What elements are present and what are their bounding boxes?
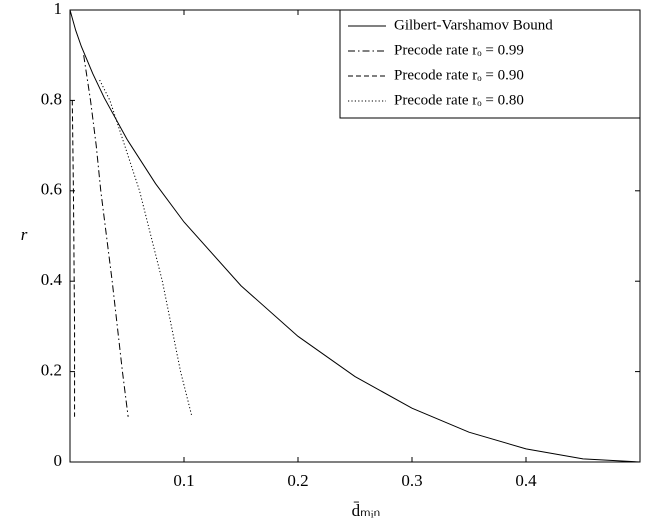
x-axis-label: d̄ₘᵢₙ [352,501,381,520]
legend-label: Precode rate rₒ = 0.90 [394,67,524,83]
x-tick-label: 0.4 [515,471,537,490]
y-tick-label: 0.4 [41,270,63,289]
legend-label: Precode rate rₒ = 0.99 [394,42,524,58]
series-line [69,9,641,463]
x-tick-label: 0.1 [173,471,194,490]
x-tick-label: 0.3 [401,471,422,490]
legend-box [339,9,641,119]
y-tick-label: 0.6 [41,180,62,199]
y-axis-label: r [21,225,28,244]
y-tick-label: 0 [54,451,63,470]
y-tick-label: 0.8 [41,89,62,108]
legend-label: Precode rate rₒ = 0.80 [394,92,524,108]
legend-label: Gilbert-Varshamov Bound [394,17,553,33]
y-tick-label: 1 [54,0,63,18]
series-line [71,100,76,417]
series-line [99,79,193,417]
legend: Gilbert-Varshamov Bound Precode rate rₒ =… [339,9,641,119]
series-line [83,55,129,417]
y-tick-label: 0.2 [41,361,62,380]
x-tick-label: 0.2 [287,471,308,490]
